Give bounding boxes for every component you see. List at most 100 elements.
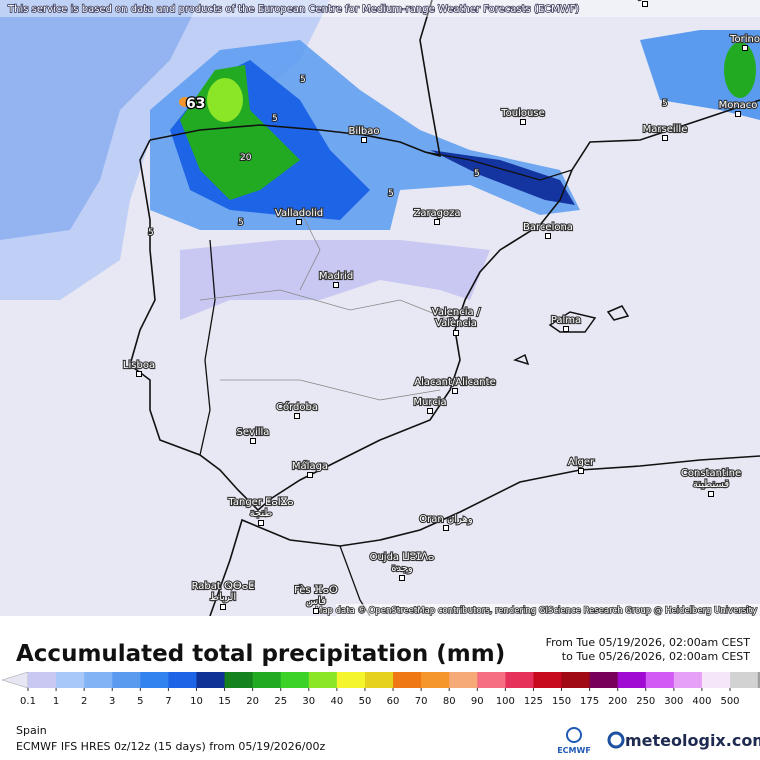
- city-label: Málaga: [292, 460, 328, 472]
- city-label: Monaco: [719, 100, 758, 111]
- city-marker: [708, 491, 714, 497]
- legend-label: 7: [165, 696, 171, 707]
- city-label: Alger: [568, 457, 595, 468]
- legend-swatch: [196, 672, 226, 688]
- attribution: This service is based on data and produc…: [7, 4, 579, 15]
- legend-swatch: [56, 672, 85, 688]
- contour-label: 5: [148, 228, 154, 238]
- credit-bg: [336, 604, 760, 616]
- city-label: Córdoba: [276, 401, 318, 413]
- region-border: [199, 209, 451, 401]
- contour-label: 5: [272, 114, 278, 124]
- legend-swatch: [533, 672, 563, 688]
- city-marker: [520, 119, 526, 125]
- city-marker: [361, 137, 367, 143]
- city-label: Barcelona: [523, 222, 573, 233]
- ecmwf-logo: [566, 727, 582, 743]
- coastline: [149, 0, 442, 158]
- brand-logo: [607, 731, 625, 749]
- legend-label: 500: [720, 696, 739, 707]
- city-label: Valencia /: [432, 307, 481, 318]
- contour-label: 5: [388, 189, 394, 199]
- legend-swatch: [112, 672, 141, 688]
- city-label: Oujda ⵡⵓⵊⴷⴰ: [370, 552, 435, 563]
- legend-label: 25: [274, 696, 287, 707]
- city-marker: [662, 135, 668, 141]
- city-marker: [563, 326, 569, 332]
- city-label: Madrid: [319, 271, 353, 282]
- city-label: الرباط: [210, 592, 236, 603]
- city-marker: [258, 520, 264, 526]
- city-label: Torino: [729, 34, 760, 45]
- legend-label: 0.1: [20, 696, 36, 707]
- city-marker: [453, 330, 459, 336]
- city-label: Murcia: [413, 397, 446, 408]
- legend-swatch: [505, 672, 534, 688]
- city-label: Alacant/Alicante: [414, 377, 495, 388]
- legend-swatch: [561, 672, 591, 688]
- legend-label: 5: [137, 696, 143, 707]
- coastline: [209, 455, 760, 617]
- city-marker: [294, 413, 300, 419]
- island: [512, 305, 630, 366]
- legend-swatch: [84, 672, 113, 688]
- legend-label: 50: [359, 696, 372, 707]
- city-label: Tanger ⵟⴰⵏⴵⴰ: [227, 497, 293, 508]
- city-marker: [333, 282, 339, 288]
- brand: meteologix.com: [625, 731, 760, 750]
- legend-swatch: [252, 672, 282, 688]
- legend-label: 1: [53, 696, 59, 707]
- legend-swatch: [421, 672, 450, 688]
- map-credit: Map data © OpenStreetMap contributors, r…: [315, 606, 757, 616]
- legend-label: 15: [218, 696, 231, 707]
- legend-swatch: [140, 672, 169, 688]
- contour-label: 5: [662, 99, 668, 109]
- city-label: Rabat ⵕⴱⴰⵟ: [192, 581, 255, 592]
- contour-label: 5: [238, 218, 244, 228]
- legend-swatch: [280, 672, 310, 688]
- legend-label: 60: [387, 696, 400, 707]
- precip-area: [0, 0, 200, 240]
- city-marker: [427, 408, 433, 414]
- precip-area: [724, 42, 756, 98]
- legend-swatch: [336, 672, 366, 688]
- city-label: Marseille: [643, 124, 688, 135]
- city-marker: [220, 604, 226, 610]
- legend-label: 30: [302, 696, 315, 707]
- map: This service is based on data and produc…: [0, 0, 760, 617]
- precip-area: [430, 150, 575, 205]
- region: Spain: [16, 724, 47, 737]
- city-label: طنجة: [250, 508, 273, 519]
- city-label: València: [435, 317, 477, 329]
- legend-label: 20: [246, 696, 259, 707]
- legend-swatch: [364, 672, 394, 688]
- legend-swatch: [730, 672, 759, 688]
- legend-label: 2: [81, 696, 87, 707]
- city-label: فاس: [306, 596, 326, 607]
- city-marker: [443, 525, 449, 531]
- ecmwf-text: ECMWF: [557, 746, 591, 755]
- legend: 0.1 1 2 3 5 7 10 15 20 25 30 40 50 60 70 80 90 100 125 150 1…: [1, 671, 760, 707]
- legend-swatch: [449, 672, 478, 688]
- precip-area: [207, 78, 243, 122]
- city-marker: [399, 575, 405, 581]
- city-label: قسنطينة: [693, 479, 730, 490]
- city-marker: [735, 111, 741, 117]
- legend-swatch: [477, 672, 506, 688]
- precip-area: [179, 97, 191, 107]
- city-marker: [313, 608, 319, 614]
- legend-swatch: [224, 672, 254, 688]
- legend-label: 80: [443, 696, 456, 707]
- city-label: Bilbao: [348, 126, 379, 137]
- legend-swatch: [168, 672, 197, 688]
- legend-label: 300: [664, 696, 683, 707]
- city-marker: [296, 219, 302, 225]
- city-marker: [250, 438, 256, 444]
- city-label: Palma: [551, 315, 581, 326]
- max-value-label: 63: [186, 96, 205, 112]
- contour-label: 20: [240, 153, 252, 163]
- attribution-bg: [0, 0, 760, 17]
- legend-label: 250: [636, 696, 655, 707]
- legend-label: 10: [190, 696, 203, 707]
